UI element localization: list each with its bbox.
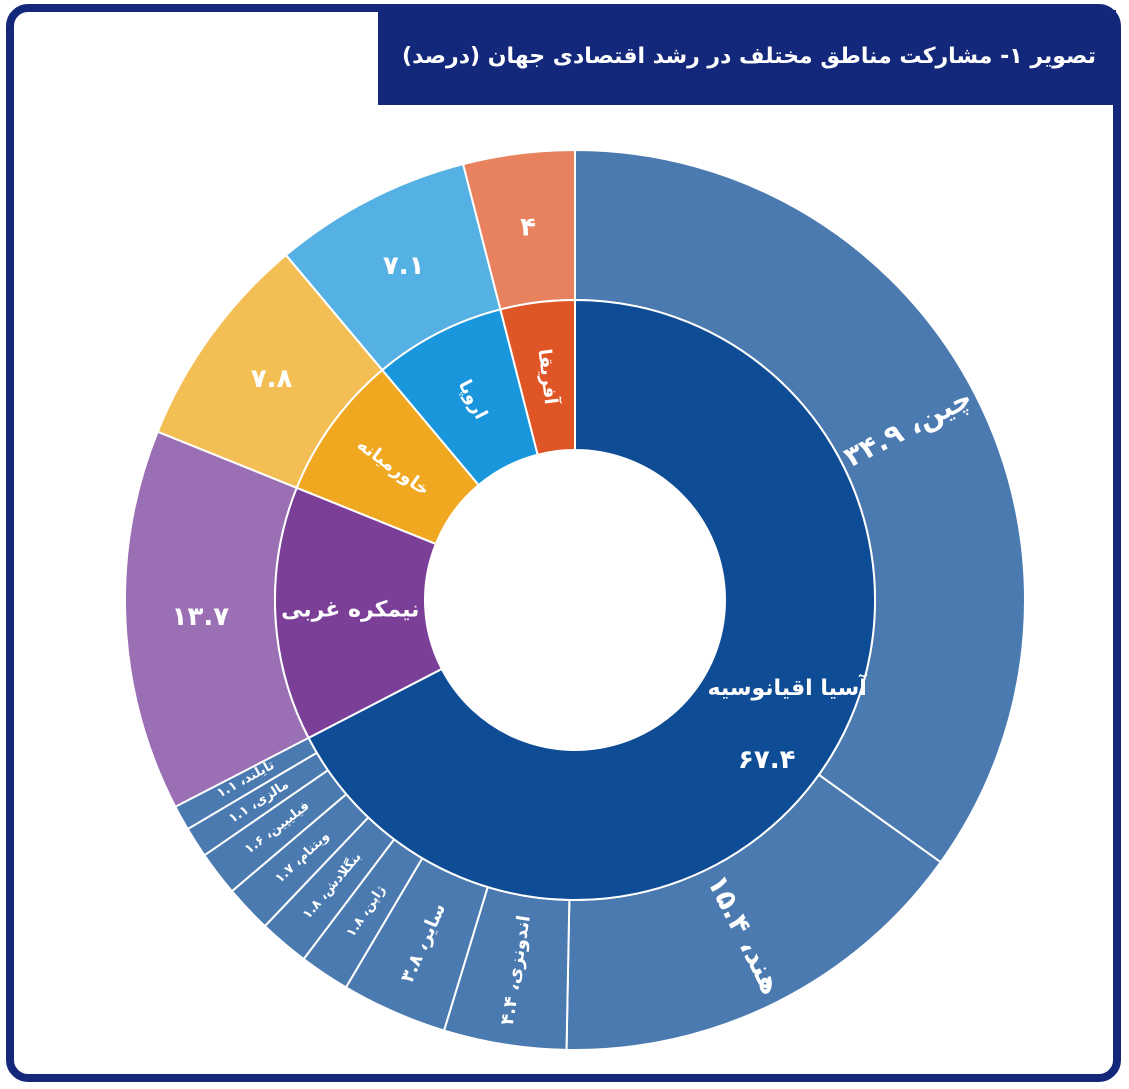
segment-label: ۱۳.۷ [172, 602, 230, 632]
segment-label: آسیا اقیانوسیه [708, 673, 868, 701]
segment-label: ۴ [520, 212, 536, 242]
inner-segment [307, 298, 876, 901]
inner-segment [499, 298, 576, 456]
segment-label: ۷.۱ [383, 251, 425, 281]
inner-segment [273, 486, 444, 740]
segment-label: نیمکره غربی [281, 598, 419, 623]
segment-label: ۶۷.۴ [738, 745, 795, 775]
segment-label: ۷.۸ [251, 364, 293, 394]
chart-title: تصویر ۱- مشارکت مناطق مختلف در رشد اقتصا… [402, 44, 1096, 69]
title-box [378, 10, 1116, 105]
